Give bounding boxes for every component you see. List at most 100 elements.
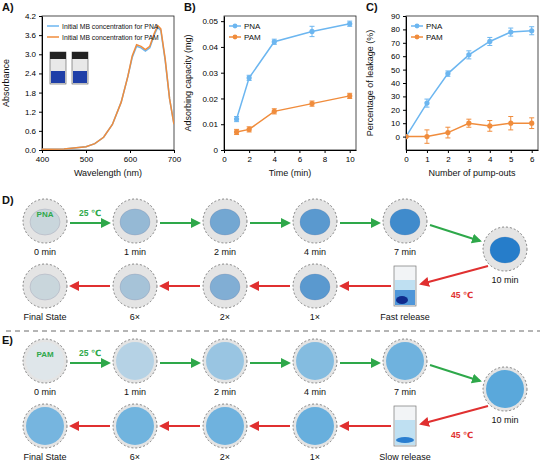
x-tick-label: 2 — [446, 155, 451, 164]
dish — [23, 339, 67, 383]
y-tick-mark — [403, 56, 406, 57]
film — [296, 342, 334, 380]
dish-photo — [293, 339, 337, 383]
error-bar — [347, 93, 352, 98]
dish — [293, 264, 337, 308]
vial-solution — [73, 71, 87, 83]
data-point — [406, 134, 409, 139]
x-tick: 1 — [425, 150, 430, 164]
y-tick: 70 — [391, 39, 406, 48]
x-tick-mark — [174, 150, 175, 153]
x-tick-mark — [325, 150, 326, 153]
y-tick-mark — [39, 54, 42, 55]
legend-swatch — [47, 36, 59, 38]
film-dye — [486, 370, 524, 408]
y-tick-mark — [221, 98, 224, 99]
y-tick-mark — [221, 21, 224, 22]
gel-dye — [120, 209, 150, 235]
dish — [113, 199, 157, 243]
y-tick-label: 0.02 — [202, 95, 218, 104]
y-axis-title: Absorbance — [1, 59, 11, 107]
film — [26, 342, 64, 380]
arrow — [160, 222, 199, 224]
error-bar — [272, 39, 277, 44]
vial-solution — [51, 71, 65, 83]
y-axis: 00.010.020.030.040.05 — [202, 17, 224, 156]
gel-dye — [490, 237, 520, 263]
x-tick-label: 500 — [80, 155, 94, 164]
legend-marker — [415, 35, 420, 40]
error-bar-cap — [508, 116, 513, 117]
film-dye — [206, 342, 244, 380]
error-bar-cap — [445, 137, 450, 138]
error-bar — [466, 119, 471, 127]
arrow — [341, 285, 391, 287]
dish-photo — [23, 404, 67, 448]
error-bar — [508, 28, 513, 36]
plot-frame — [42, 16, 174, 150]
gel-dye — [30, 209, 60, 235]
arrow — [421, 406, 488, 424]
gel-dye — [390, 209, 420, 235]
caption: 6× — [130, 452, 140, 462]
y-tick-label: 70 — [391, 39, 400, 48]
plot-frame — [406, 16, 538, 150]
data-point — [247, 127, 252, 132]
arrow — [250, 222, 289, 224]
dish — [203, 264, 247, 308]
x-tick-mark — [427, 150, 428, 153]
caption: 6× — [130, 312, 140, 322]
dish — [203, 404, 247, 448]
y-tick: 80 — [391, 25, 406, 34]
y-tick: 0.02 — [202, 95, 224, 104]
vial — [50, 52, 66, 84]
caption: Final State — [23, 452, 66, 462]
x-axis-line — [407, 150, 539, 151]
dish-photo — [483, 367, 527, 411]
legend-entry: PAM — [244, 33, 261, 42]
y-tick: 2.4 — [25, 69, 42, 78]
vial — [394, 406, 416, 446]
data-point — [445, 71, 450, 76]
y-tick-mark — [403, 110, 406, 111]
y-tick: 20 — [391, 106, 406, 115]
y-tick-label: 50 — [391, 66, 400, 75]
data-point — [487, 123, 492, 128]
x-tick-label: 2 — [247, 155, 252, 164]
caption: 7 min — [394, 247, 416, 257]
error-bar-cap — [466, 50, 471, 51]
gel — [300, 274, 330, 300]
gel — [390, 209, 420, 235]
photo-panel: D)0 min1 min2 min4 min7 min10 minPNA25 ℃… — [2, 194, 527, 322]
vial-dye — [395, 290, 415, 305]
dish — [383, 199, 427, 243]
x-tick-label: 8 — [323, 155, 328, 164]
vial-water — [395, 280, 415, 305]
temperature-label: 45 ℃ — [451, 290, 473, 300]
plot-marks — [234, 21, 352, 134]
error-bar-cap — [424, 129, 429, 130]
data-point — [309, 101, 314, 106]
arrow — [251, 425, 290, 427]
error-bar-cap — [529, 128, 534, 129]
y-tick: 1.2 — [25, 108, 42, 117]
y-tick-mark — [39, 112, 42, 113]
legend-marker — [233, 35, 238, 40]
caption: 10 min — [491, 415, 518, 425]
error-bar-cap — [424, 107, 429, 108]
material-label: PAM — [36, 350, 54, 359]
arrow — [160, 362, 199, 364]
data-point — [234, 116, 239, 121]
arrow — [340, 222, 379, 224]
caption: 1× — [310, 452, 320, 462]
error-bar — [347, 21, 352, 26]
legend-swatch — [47, 25, 59, 27]
legend: PNAPAM — [229, 22, 261, 42]
gel — [210, 274, 240, 300]
film-dye — [116, 407, 154, 445]
film-dye — [26, 407, 64, 445]
legend-entry: PNA — [426, 22, 443, 31]
legend-marker — [415, 24, 420, 29]
x-tick-mark — [86, 150, 87, 153]
dish-photo — [293, 404, 337, 448]
